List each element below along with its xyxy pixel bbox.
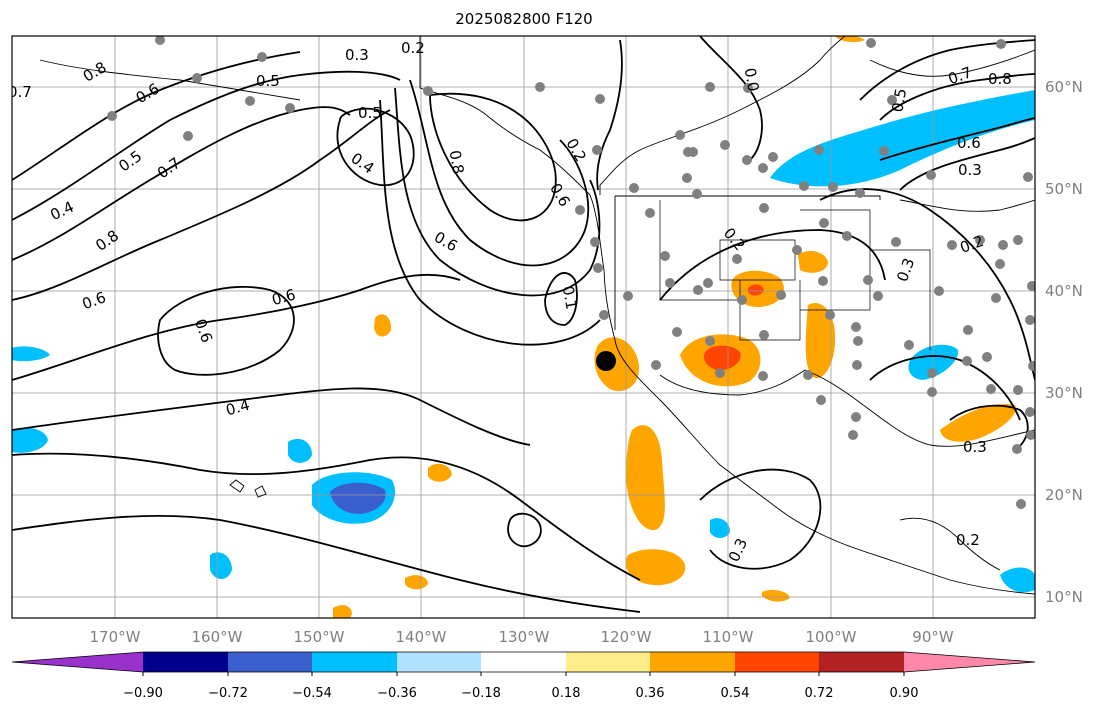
lon-label: 100°W <box>806 628 857 646</box>
colorbar-segment <box>397 652 481 672</box>
lon-label: 170°W <box>90 628 141 646</box>
shade-pacific-orange <box>625 549 686 586</box>
lat-label: 10°N <box>1045 588 1083 606</box>
contour-label: 0.5 <box>358 104 382 122</box>
lon-label: 160°W <box>192 628 243 646</box>
shade-alaska-cyan <box>770 90 1035 187</box>
shaded-fields <box>12 36 1035 618</box>
contour-label: 0.0 <box>741 66 763 93</box>
shade-orange-small6 <box>762 590 790 602</box>
colorbar-segment <box>819 652 904 672</box>
lat-label: 50°N <box>1045 180 1083 198</box>
lat-label: 30°N <box>1045 384 1083 402</box>
longitude-labels: 170°W 160°W 150°W 140°W 130°W 120°W 110°… <box>90 628 954 646</box>
colorbar-tick-label: −0.72 <box>208 686 248 701</box>
location-marker <box>596 351 616 371</box>
shade-mexico-orange <box>625 425 665 531</box>
contour-label: 0.2 <box>401 39 425 57</box>
colorbar-segment <box>12 652 143 672</box>
colorbar-segment <box>228 652 312 672</box>
colorbar-segment <box>312 652 397 672</box>
colorbar-tick-label: −0.18 <box>461 686 501 701</box>
lon-label: 130°W <box>499 628 550 646</box>
contour-label: 0.1 <box>559 284 581 311</box>
shade-arizona-red <box>704 345 741 371</box>
colorbar-tick-label: 0.18 <box>552 686 581 701</box>
contour-label: 0.7 <box>8 83 32 101</box>
colorbar-tick-label: 0.54 <box>721 686 750 701</box>
colorbar-tick-label: 0.90 <box>890 686 919 701</box>
shade-nm-orange <box>805 303 836 379</box>
contour-label: 0.3 <box>963 438 987 456</box>
lon-label: 120°W <box>601 628 652 646</box>
lat-label: 40°N <box>1045 282 1083 300</box>
shade-orange-small3 <box>405 575 428 590</box>
shade-cyan-small3 <box>210 552 232 579</box>
shade-west-cyan <box>12 427 48 453</box>
colorbar-tick-label: −0.36 <box>377 686 417 701</box>
lon-label: 140°W <box>396 628 447 646</box>
lon-label: 90°W <box>912 628 954 646</box>
colorbar-segment <box>650 652 735 672</box>
shade-hawaii-blue <box>330 482 386 514</box>
shade-cyan-small2 <box>710 518 730 538</box>
colorbar-segment <box>566 652 650 672</box>
colorbar <box>11 651 1036 676</box>
shade-orange-small1 <box>374 314 392 337</box>
contour-label: 0.2 <box>956 531 980 549</box>
shade-cyan-small1 <box>288 438 312 463</box>
contour-label: 0.3 <box>958 161 982 179</box>
contour-label: 0.3 <box>345 46 369 64</box>
contour-label: 0.4 <box>224 396 252 420</box>
shade-gulf-orange <box>940 404 1016 442</box>
lat-label: 60°N <box>1045 78 1083 96</box>
colorbar-segment <box>143 652 228 672</box>
shade-plains-orange <box>798 250 828 273</box>
shade-cyan-west-edge <box>12 346 50 362</box>
contours <box>12 36 1035 613</box>
lat-label: 20°N <box>1045 486 1083 504</box>
colorbar-segment <box>904 652 1035 672</box>
colorbar-tick-label: 0.72 <box>805 686 834 701</box>
coastlines <box>39 36 1035 595</box>
contour-label: 0.6 <box>957 134 981 152</box>
shade-orange-small2 <box>428 463 452 482</box>
shade-bc-orange <box>594 337 639 392</box>
colorbar-tick-label: 0.36 <box>636 686 665 701</box>
contour-label: 0.5 <box>888 87 910 114</box>
shade-orange-small4 <box>333 605 352 618</box>
colorbar-tick-labels: −0.90 −0.72 −0.54 −0.36 −0.18 0.18 0.36 … <box>123 686 918 701</box>
latitude-labels: 60°N 50°N 40°N 30°N 20°N 10°N <box>1045 78 1083 606</box>
graticule <box>12 36 1035 618</box>
colorbar-segment <box>735 652 819 672</box>
shade-cyan-gulf <box>1000 567 1035 593</box>
colorbar-tick-label: −0.90 <box>123 686 163 701</box>
contour-label: 0.5 <box>256 72 280 90</box>
lon-label: 150°W <box>294 628 345 646</box>
contour-label: 0.8 <box>446 149 468 176</box>
colorbar-tick-label: −0.54 <box>292 686 332 701</box>
map-title: 2025082800 F120 <box>455 10 593 28</box>
contour-label: 0.8 <box>988 70 1012 88</box>
contour-label: 0.6 <box>270 286 298 310</box>
lon-label: 110°W <box>703 628 754 646</box>
shade-colorado-red <box>748 284 764 296</box>
station-dots <box>107 36 1035 509</box>
colorbar-segment <box>481 652 566 672</box>
map-border <box>11 35 1036 619</box>
